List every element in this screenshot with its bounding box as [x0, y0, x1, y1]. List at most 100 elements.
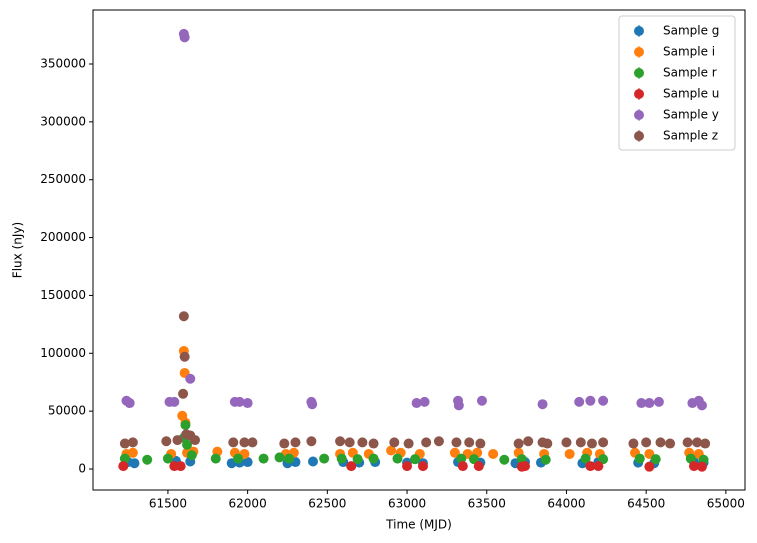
data-point	[540, 454, 551, 465]
data-point	[119, 438, 130, 449]
data-point	[419, 396, 430, 407]
data-point	[127, 447, 138, 458]
data-point	[274, 452, 285, 463]
legend-label: Sample r	[663, 66, 717, 80]
data-point	[368, 453, 379, 464]
data-point	[284, 453, 295, 464]
data-point	[586, 438, 597, 449]
data-point	[644, 461, 655, 472]
data-point	[537, 399, 548, 410]
data-point	[386, 445, 397, 456]
data-point	[242, 457, 253, 468]
data-point	[142, 454, 153, 465]
data-point	[307, 456, 318, 467]
legend-label: Sample y	[663, 108, 719, 122]
x-tick-label: 64000	[547, 497, 585, 511]
data-point	[411, 398, 422, 409]
legend-box	[618, 15, 736, 151]
legend-marker	[634, 26, 644, 36]
data-point	[488, 448, 499, 459]
data-point	[574, 396, 585, 407]
data-point	[685, 453, 696, 464]
data-point	[451, 437, 462, 448]
data-point	[124, 398, 135, 409]
data-point	[523, 436, 534, 447]
data-point	[242, 398, 253, 409]
data-point	[179, 351, 190, 362]
data-point	[178, 311, 189, 322]
data-point	[692, 437, 703, 448]
data-point	[319, 453, 330, 464]
data-point	[172, 435, 183, 446]
y-tick-label: 100000	[40, 346, 86, 360]
data-point	[279, 438, 290, 449]
data-point	[700, 438, 711, 449]
data-point	[233, 453, 244, 464]
legend-marker	[634, 131, 644, 141]
data-point	[186, 450, 197, 461]
data-point	[499, 454, 510, 465]
data-point	[410, 454, 421, 465]
data-point	[449, 447, 460, 458]
data-point	[180, 420, 191, 431]
x-tick-label: 62000	[229, 497, 267, 511]
data-point	[682, 437, 693, 448]
legend-label: Sample u	[663, 87, 719, 101]
plot-frame	[92, 9, 746, 491]
data-point	[641, 437, 652, 448]
data-point	[178, 388, 189, 399]
data-point	[306, 436, 317, 447]
data-point	[417, 461, 428, 472]
x-tick-label: 63000	[388, 497, 426, 511]
data-point	[169, 396, 180, 407]
x-tick-label: 65000	[707, 497, 745, 511]
data-point	[175, 461, 186, 472]
data-point	[307, 399, 318, 410]
data-point	[561, 437, 572, 448]
data-point	[653, 396, 664, 407]
data-point	[129, 458, 140, 469]
data-point	[182, 439, 193, 450]
data-point	[290, 437, 301, 448]
data-point	[513, 438, 524, 449]
data-point	[344, 437, 355, 448]
data-point	[161, 436, 172, 447]
legend-label: Sample z	[663, 129, 718, 143]
data-point	[247, 437, 258, 448]
data-point	[475, 438, 486, 449]
data-point	[464, 437, 475, 448]
data-point	[636, 398, 647, 409]
data-point	[119, 453, 130, 464]
data-point	[456, 453, 467, 464]
data-point	[688, 461, 699, 472]
data-point	[352, 454, 363, 465]
data-point	[628, 438, 639, 449]
data-point	[357, 437, 368, 448]
data-point	[258, 453, 269, 464]
data-point	[179, 32, 190, 43]
data-point	[585, 461, 596, 472]
data-point	[239, 437, 250, 448]
data-point	[210, 453, 221, 464]
data-point	[335, 436, 346, 447]
data-point	[655, 437, 666, 448]
data-point	[118, 461, 129, 472]
y-tick-label: 50000	[48, 404, 86, 418]
data-point	[520, 461, 531, 472]
data-point	[593, 461, 604, 472]
data-point	[650, 454, 661, 465]
data-point	[368, 438, 379, 449]
data-point	[457, 461, 468, 472]
data-point	[696, 461, 707, 472]
data-point	[580, 453, 591, 464]
data-point	[228, 437, 239, 448]
legend-label: Sample i	[663, 45, 715, 59]
data-point	[598, 395, 609, 406]
data-point	[185, 373, 196, 384]
data-point	[127, 437, 138, 448]
y-tick-label: 300000	[40, 114, 86, 128]
data-point	[696, 400, 707, 411]
x-tick-label: 61500	[149, 497, 187, 511]
data-point	[389, 437, 400, 448]
